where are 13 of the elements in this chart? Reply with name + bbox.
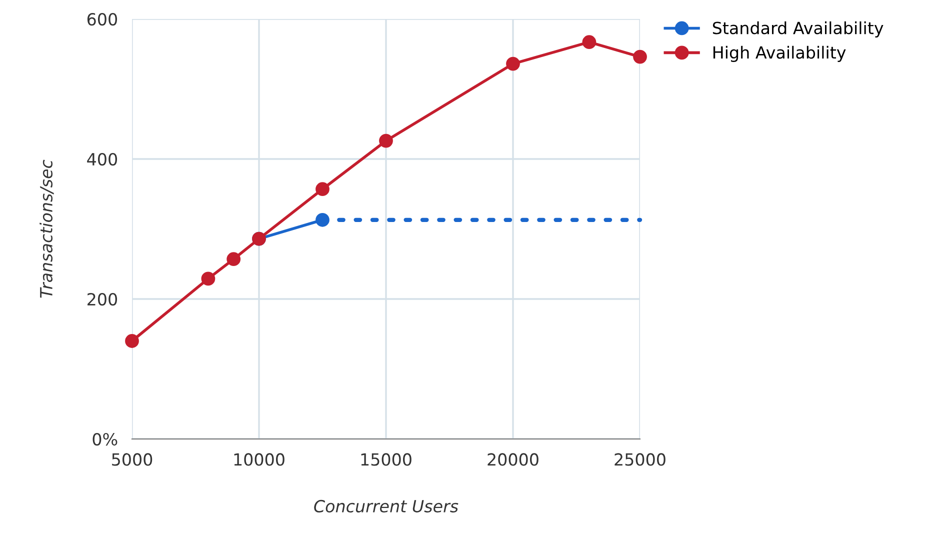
y-tick-label: 0%: [92, 432, 118, 446]
y-tick-label: 600: [87, 12, 118, 26]
x-axis-title: Concurrent Users: [314, 500, 458, 512]
x-tick-label: 25000: [614, 453, 666, 466]
y-tick-label: 400: [87, 152, 118, 166]
legend-label: Standard Availability: [712, 21, 884, 38]
y-axis-title: Transactions/sec: [40, 160, 54, 298]
y-tick-label: 200: [88, 292, 118, 306]
legend-label: High Availability: [713, 46, 846, 62]
x-tick-label: 5000: [112, 453, 152, 466]
x-tick-label: 10000: [234, 453, 284, 466]
x-tick-label: 20000: [488, 453, 538, 466]
x-tick-label: 15000: [361, 453, 412, 466]
